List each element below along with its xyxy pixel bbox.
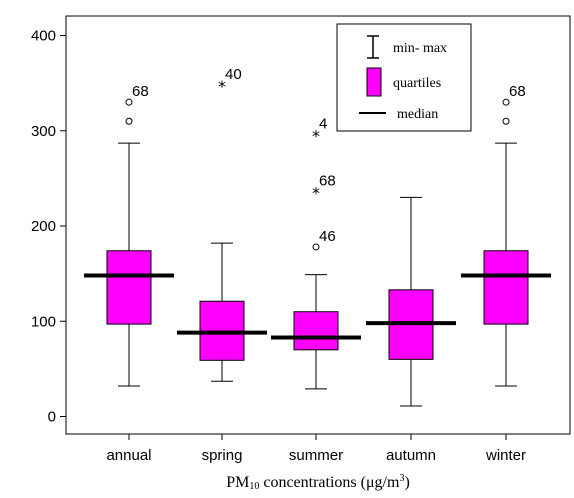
outlier-star: * — [312, 127, 320, 146]
x-tick-label-winter: winter — [485, 447, 526, 464]
outlier-label: 68 — [509, 83, 526, 100]
outlier-circle — [502, 117, 510, 125]
quartile-box — [483, 250, 529, 325]
plot-frame — [65, 15, 571, 435]
y-tick-label: 0 — [48, 409, 56, 426]
x-axis: annual spring summer autumn winter — [106, 434, 526, 464]
x-tick-label-spring: spring — [202, 447, 243, 464]
legend-label-minmax: min- max — [393, 41, 447, 56]
outlier-circle — [125, 98, 133, 106]
outlier-label: 46 — [319, 228, 336, 245]
outlier-circle — [312, 243, 320, 251]
legend-label-median: median — [397, 107, 438, 122]
x-tick-label-autumn: autumn — [386, 447, 436, 464]
box-winter: 68 — [461, 83, 551, 387]
quartile-box — [293, 311, 339, 351]
box-summer: 46*68*4 — [271, 116, 361, 390]
outlier-label: 68 — [132, 83, 149, 100]
x-tick-label-summer: summer — [289, 447, 343, 464]
legend-minmax-icon — [367, 35, 379, 59]
box-autumn — [366, 196, 456, 407]
outlier-circle — [502, 98, 510, 106]
y-tick-label: 100 — [31, 313, 56, 330]
y-tick-label: 400 — [31, 28, 56, 45]
legend: min- max quartiles median — [336, 23, 472, 132]
x-tick-label-annual: annual — [106, 447, 151, 464]
outlier-star: * — [312, 184, 320, 203]
y-tick-label: 200 — [31, 218, 56, 235]
x-axis-title: PM10 concentrations (μg/m3) — [226, 473, 410, 492]
legend-label-quartiles: quartiles — [393, 76, 441, 91]
y-axis: 0 100 200 300 400 — [31, 28, 66, 426]
y-tick-label: 300 — [31, 123, 56, 140]
box-spring: *40 — [177, 66, 267, 382]
outlier-label: 68 — [319, 173, 336, 190]
outlier-label: 4 — [319, 116, 327, 133]
outlier-star: * — [218, 77, 226, 96]
legend-quartiles-swatch — [366, 67, 382, 97]
quartile-box — [106, 250, 152, 325]
box-annual: 68 — [84, 83, 174, 387]
outlier-circle — [125, 117, 133, 125]
outlier-label: 40 — [225, 66, 242, 83]
